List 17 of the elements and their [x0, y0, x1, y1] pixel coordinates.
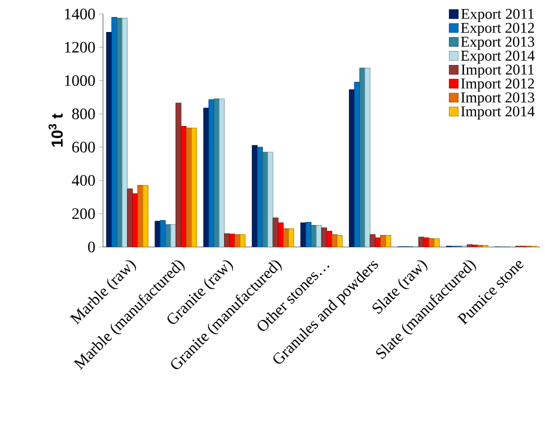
y-tick-label: 600 [72, 142, 95, 153]
legend-label: Import 2013 [461, 92, 534, 106]
legend-label: Import 2011 [461, 64, 534, 78]
y-tick-label: 1200 [65, 42, 95, 53]
y-tick-label: 1400 [65, 8, 95, 20]
legend-label: Import 2014 [461, 106, 535, 120]
legend-label: Export 2013 [460, 36, 534, 50]
legend-label: Export 2012 [460, 22, 534, 36]
y-tick-label: 1000 [65, 75, 95, 86]
legend-label: Import 2012 [461, 78, 534, 92]
y-tick-label: 200 [72, 208, 95, 220]
legend-label: Export 2014 [460, 50, 535, 64]
y-tick-label: 800 [72, 108, 95, 120]
y-tick-label: 400 [72, 175, 95, 186]
legend-label: Export 2011 [461, 8, 534, 22]
y-tick-label: 0 [88, 242, 95, 252]
y-axis-title: 10$^{3}$ t [48, 114, 63, 147]
